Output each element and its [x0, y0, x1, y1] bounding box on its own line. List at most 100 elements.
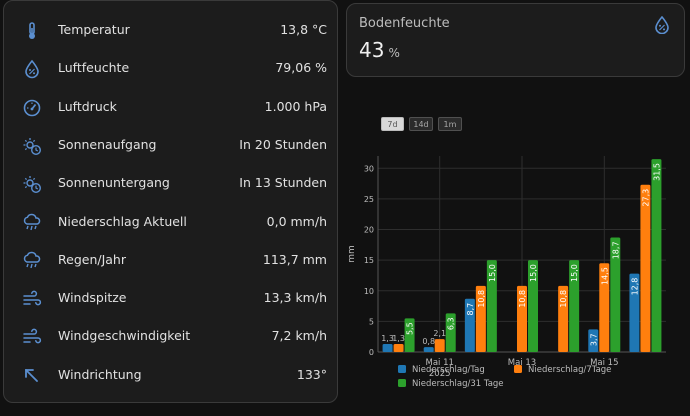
bar-label: 15,0 [570, 264, 579, 282]
bar-label: 3,7 [589, 333, 598, 346]
y-tick-label: 10 [364, 287, 374, 296]
bar-2-1 [445, 313, 456, 352]
bar-2-5 [610, 237, 621, 352]
bar-label: 1,3 [381, 334, 394, 343]
bar-label: 1,3 [392, 334, 405, 343]
bar-label: 6,3 [447, 317, 456, 330]
range-button-1m[interactable]: 1m [438, 117, 462, 131]
sensor-value: 79,06 % [275, 60, 327, 76]
sensor-row-sonnenaufgang[interactable]: Sonnenaufgang In 20 Stunden [4, 127, 339, 165]
legend-label: Niederschlag/Tag [412, 365, 485, 375]
y-axis-label: mm [347, 245, 357, 263]
bar-label: 12,8 [630, 278, 639, 296]
bar-label: 15,0 [529, 264, 538, 282]
sensor-value: In 20 Stunden [239, 136, 327, 152]
y-tick-label: 20 [364, 226, 374, 235]
bar-label: 27,3 [641, 189, 650, 207]
legend-swatch [514, 365, 522, 373]
bar-2-0 [404, 318, 415, 352]
bar-label: 2,1 [433, 329, 446, 338]
bar-label: 14,5 [600, 267, 609, 285]
weather-windy-icon [22, 327, 42, 347]
weather-rainy-icon [22, 251, 42, 271]
range-button-7d[interactable]: 7d [381, 117, 404, 131]
sensor-value: In 13 Stunden [239, 175, 327, 191]
sensor-row-temperatur[interactable]: Temperatur 13,8 °C [4, 12, 339, 50]
x-tick-label: Mai 11 [426, 358, 454, 368]
bar-label: 10,8 [559, 290, 568, 308]
sensor-row-windgeschwindigkeit[interactable]: Windgeschwindigkeit 7,2 km/h [4, 318, 339, 356]
sensor-row-windspitze[interactable]: Windspitze 13,3 km/h [4, 280, 339, 318]
sensor-value: 1.000 hPa [264, 98, 327, 114]
bar-label: 10,8 [518, 290, 527, 308]
water-percent-icon [22, 59, 42, 79]
thermometer-icon [22, 21, 42, 41]
sun-clock-icon [22, 174, 42, 194]
sensor-label: Windspitze [58, 290, 127, 306]
weather-windy-icon [22, 289, 42, 309]
y-tick-label: 15 [364, 256, 374, 265]
bar-1-0 [393, 344, 404, 352]
gauge-icon [22, 98, 42, 118]
sensor-row-niederschlag-aktuell[interactable]: Niederschlag Aktuell 0,0 mm/h [4, 204, 339, 242]
sun-clock-icon [22, 136, 42, 156]
sensor-label: Luftdruck [58, 98, 117, 114]
sensor-value: 113,7 mm [262, 251, 327, 267]
legend-label: Niederschlag/7Tage [528, 365, 611, 375]
bar-label: 8,7 [466, 303, 475, 316]
sensor-value: 13,8 °C [280, 22, 327, 37]
sensor-label: Windrichtung [58, 366, 142, 382]
y-tick-label: 5 [369, 317, 374, 326]
x-tick-label: Mai 13 [508, 358, 536, 368]
bar-label: 0,8 [422, 337, 435, 346]
bar-0-5 [588, 329, 599, 352]
sensor-label: Regen/Jahr [58, 251, 126, 267]
bar-1-1 [434, 339, 445, 352]
bar-label: 15,0 [488, 264, 497, 282]
bar-2-4 [569, 260, 580, 352]
bar-label: 5,5 [406, 322, 415, 335]
range-button-14d[interactable]: 14d [409, 117, 433, 131]
water-percent-icon [654, 15, 670, 35]
soil-moisture-value: 43% [359, 38, 400, 62]
soil-moisture-unit: % [388, 46, 400, 60]
bar-0-2 [464, 298, 475, 352]
sensor-label: Sonnenuntergang [58, 175, 170, 191]
sensor-card: Temperatur 13,8 °C Luftfeuchte 79,06 % Luftd… [3, 0, 338, 403]
sensor-label: Sonnenaufgang [58, 136, 157, 152]
legend-label: Niederschlag/31 Tage [412, 379, 504, 389]
x-tick-label: Mai 15 [590, 358, 618, 368]
sensor-row-luftfeuchte[interactable]: Luftfeuchte 79,06 % [4, 50, 339, 88]
sensor-value: 133° [296, 366, 327, 382]
bar-label: 18,7 [611, 241, 620, 259]
legend-swatch [398, 379, 406, 387]
legend-swatch [398, 365, 406, 373]
sensor-label: Niederschlag Aktuell [58, 213, 187, 229]
sensor-label: Windgeschwindigkeit [58, 328, 191, 344]
y-tick-label: 25 [364, 195, 374, 204]
bar-label: 31,5 [652, 163, 661, 181]
sensor-row-windrichtung[interactable]: Windrichtung 133° [4, 357, 339, 395]
y-tick-label: 0 [369, 348, 374, 357]
bar-2-3 [528, 260, 538, 352]
sensor-row-regen-jahr[interactable]: Regen/Jahr 113,7 mm [4, 242, 339, 280]
bar-1-4 [558, 285, 569, 352]
bar-1-2 [475, 285, 486, 352]
sensor-row-sonnenuntergang[interactable]: Sonnenuntergang In 13 Stunden [4, 165, 339, 203]
sensor-value: 0,0 mm/h [266, 213, 327, 229]
bar-1-5 [599, 263, 610, 352]
sensor-value: 7,2 km/h [271, 328, 327, 344]
soil-moisture-title: Bodenfeuchte [359, 16, 450, 31]
sensor-label: Temperatur [58, 22, 130, 37]
sensor-label: Luftfeuchte [58, 60, 130, 76]
soil-moisture-card[interactable]: Bodenfeuchte 43% [346, 3, 685, 77]
sensor-value: 13,3 km/h [263, 290, 327, 306]
bar-2-2 [486, 260, 497, 352]
weather-rainy-icon [22, 213, 42, 233]
bar-0-1 [423, 347, 434, 352]
bar-0-0 [382, 344, 393, 352]
arrow-top-left-icon [22, 366, 42, 386]
x-tick-year: 2025 [429, 369, 451, 379]
bar-1-6 [640, 184, 651, 352]
sensor-row-luftdruck[interactable]: Luftdruck 1.000 hPa [4, 89, 339, 127]
